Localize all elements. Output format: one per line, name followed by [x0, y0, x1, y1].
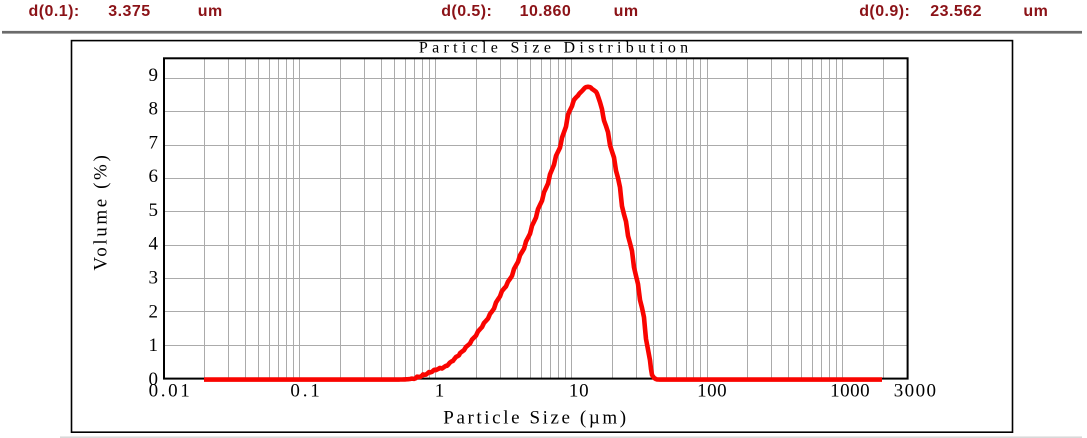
- svg-text:1000: 1000: [830, 381, 870, 402]
- svg-text:0.01: 0.01: [149, 381, 193, 402]
- svg-text:um: um: [614, 3, 639, 20]
- svg-text:Particle Size Distribution: Particle Size Distribution: [419, 39, 693, 56]
- svg-text:5: 5: [149, 200, 159, 221]
- svg-text:9: 9: [149, 65, 159, 86]
- svg-text:4: 4: [149, 234, 159, 255]
- svg-text:100: 100: [697, 381, 727, 402]
- svg-text:0: 0: [149, 369, 159, 390]
- svg-text:23.562: 23.562: [930, 3, 982, 20]
- svg-text:um: um: [1023, 3, 1048, 20]
- svg-text:1: 1: [149, 335, 159, 356]
- svg-text:d(0.5):: d(0.5):: [441, 3, 492, 20]
- svg-text:7: 7: [149, 132, 159, 153]
- svg-text:6: 6: [149, 166, 159, 187]
- svg-text:8: 8: [149, 99, 159, 120]
- svg-text:1: 1: [435, 381, 445, 402]
- svg-text:um: um: [198, 3, 223, 20]
- svg-text:Particle Size (µm): Particle Size (µm): [443, 408, 628, 429]
- svg-text:3.375: 3.375: [108, 3, 150, 20]
- svg-text:d(0.1):: d(0.1):: [29, 3, 80, 20]
- svg-text:3000: 3000: [894, 381, 938, 402]
- svg-text:0.1: 0.1: [290, 381, 322, 402]
- svg-text:3: 3: [149, 268, 159, 289]
- svg-text:2: 2: [149, 301, 159, 322]
- svg-text:10: 10: [569, 381, 589, 402]
- svg-text:10.860: 10.860: [520, 3, 572, 20]
- svg-text:Volume (%): Volume (%): [91, 153, 112, 271]
- svg-text:d(0.9):: d(0.9):: [859, 3, 910, 20]
